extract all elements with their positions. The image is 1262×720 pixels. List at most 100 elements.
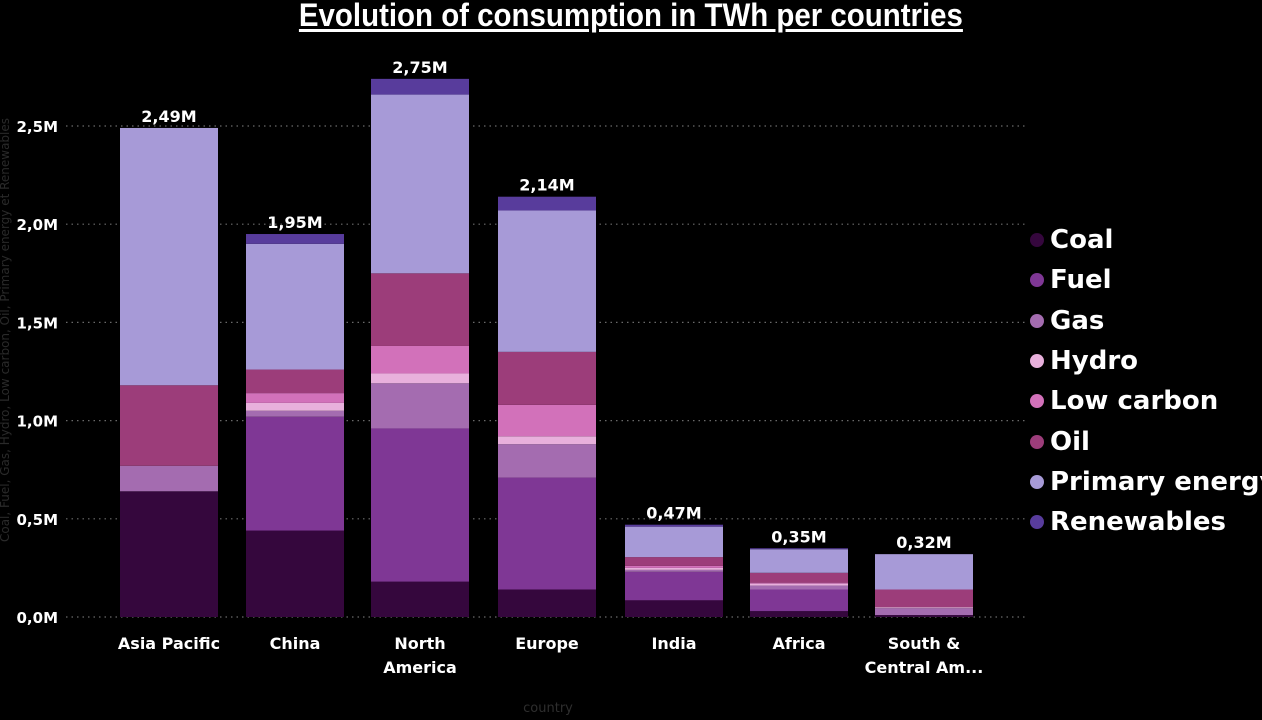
bar-segment [246,369,344,394]
bar-segment [750,583,848,586]
bar-segment [625,569,723,572]
total-label: 0,35M [771,527,826,546]
y-tick-label: 1,5M [17,314,59,332]
gridlines [66,125,1028,618]
bar-segment [875,554,973,590]
legend-item[interactable]: Low carbon [1030,381,1262,421]
bar-segment [750,589,848,612]
total-label: 2,14M [519,176,574,195]
bar-segment [371,78,469,95]
x-tick-label: Asia Pacific [118,634,220,653]
chart-title: Evolution of consumption in TWh per coun… [298,0,963,33]
legend: Coal Fuel Gas Hydro Low carbon Oil Primary ene… [1030,220,1262,542]
bar-segment [246,530,344,617]
legend-item[interactable]: Gas [1030,301,1262,341]
total-label: 0,47M [646,504,701,523]
legend-label: Low carbon [1050,386,1219,417]
legend-swatch [1030,515,1044,530]
bar-segment [498,436,596,445]
y-tick-label: 2,5M [17,118,59,136]
bars [120,78,973,617]
bar-segment [498,210,596,352]
bar-segment [498,351,596,405]
bar-segment [498,589,596,617]
bar-segment [498,196,596,211]
legend-item[interactable]: Oil [1030,421,1262,461]
bar-segment [371,428,469,582]
bar-segment [246,234,344,244]
bar-segment [750,585,848,590]
total-labels: 2,49M 1,95M 2,75M 2,14M 0,47M 0,35M 0,32M [141,58,951,552]
bar-segment [625,524,723,527]
legend-label: Coal [1050,225,1114,256]
bar-segment [371,273,469,346]
total-label: 2,49M [141,107,196,126]
bar-segment [498,477,596,590]
bar-segment [246,393,344,403]
legend-label: Hydro [1050,346,1139,377]
bar-segment [498,404,596,437]
bar-segment [750,611,848,617]
bar-segment [246,416,344,531]
y-axis-label: Coal, Fuel, Gas, Hydro, Low carbon, Oil,… [0,117,12,543]
bar-segment [625,571,723,601]
legend-item[interactable]: Primary energy [1030,462,1262,502]
bar-segment [750,549,848,573]
bar-segment [246,402,344,411]
y-tick-label: 2,0M [17,216,59,234]
bar-segment [875,589,973,608]
x-tick-label: Africa [773,634,826,653]
legend-swatch [1030,233,1044,248]
bar-segment [371,345,469,374]
legend-item[interactable]: Hydro [1030,341,1262,381]
bar-segment [875,615,973,617]
legend-swatch [1030,474,1044,489]
x-tick-label: South & [888,634,961,653]
legend-swatch [1030,394,1044,409]
bar-segment [371,581,469,617]
y-tick-label: 0,0M [17,609,59,627]
legend-label: Renewables [1050,507,1226,538]
x-axis-categories: Asia Pacific China North America Europe India… [118,634,983,677]
bar-segment [371,383,469,429]
bar-segment [750,572,848,583]
total-label: 1,95M [267,213,322,232]
legend-item[interactable]: Renewables [1030,502,1262,542]
bar-segment [750,582,848,584]
x-tick-label: Central Am... [865,658,984,677]
x-tick-label: America [383,658,457,677]
bar-segment [625,557,723,566]
total-label: 0,32M [896,533,951,552]
x-axis-label: country [523,701,573,716]
legend-label: Primary energy [1050,466,1262,497]
legend-label: Fuel [1050,265,1112,296]
x-tick-label: China [270,634,321,653]
legend-swatch [1030,434,1044,449]
y-tick-label: 0,5M [17,511,59,529]
legend-label: Oil [1050,426,1090,457]
bar-segment [120,465,218,492]
bar-segment [246,243,344,370]
y-axis-ticks: 0,0M 0,5M 1,0M 1,5M 2,0M 2,5M [17,118,59,627]
x-tick-label: India [651,634,696,653]
bar-segment [875,608,973,616]
y-tick-label: 1,0M [17,413,59,431]
bar-segment [625,567,723,570]
legend-swatch [1030,354,1044,369]
legend-swatch [1030,273,1044,288]
bar-segment [246,410,344,417]
bar-segment [120,127,218,386]
legend-item[interactable]: Coal [1030,220,1262,260]
x-tick-label: North [394,634,445,653]
bar-segment [371,94,469,274]
bar-segment [371,373,469,384]
total-label: 2,75M [392,58,447,77]
bar-segment [625,526,723,558]
bar-segment [498,444,596,478]
bar-segment [750,548,848,550]
legend-item[interactable]: Fuel [1030,260,1262,300]
legend-label: Gas [1050,305,1105,336]
x-tick-label: Europe [515,634,579,653]
bar-segment [120,491,218,617]
bar-segment [625,565,723,568]
